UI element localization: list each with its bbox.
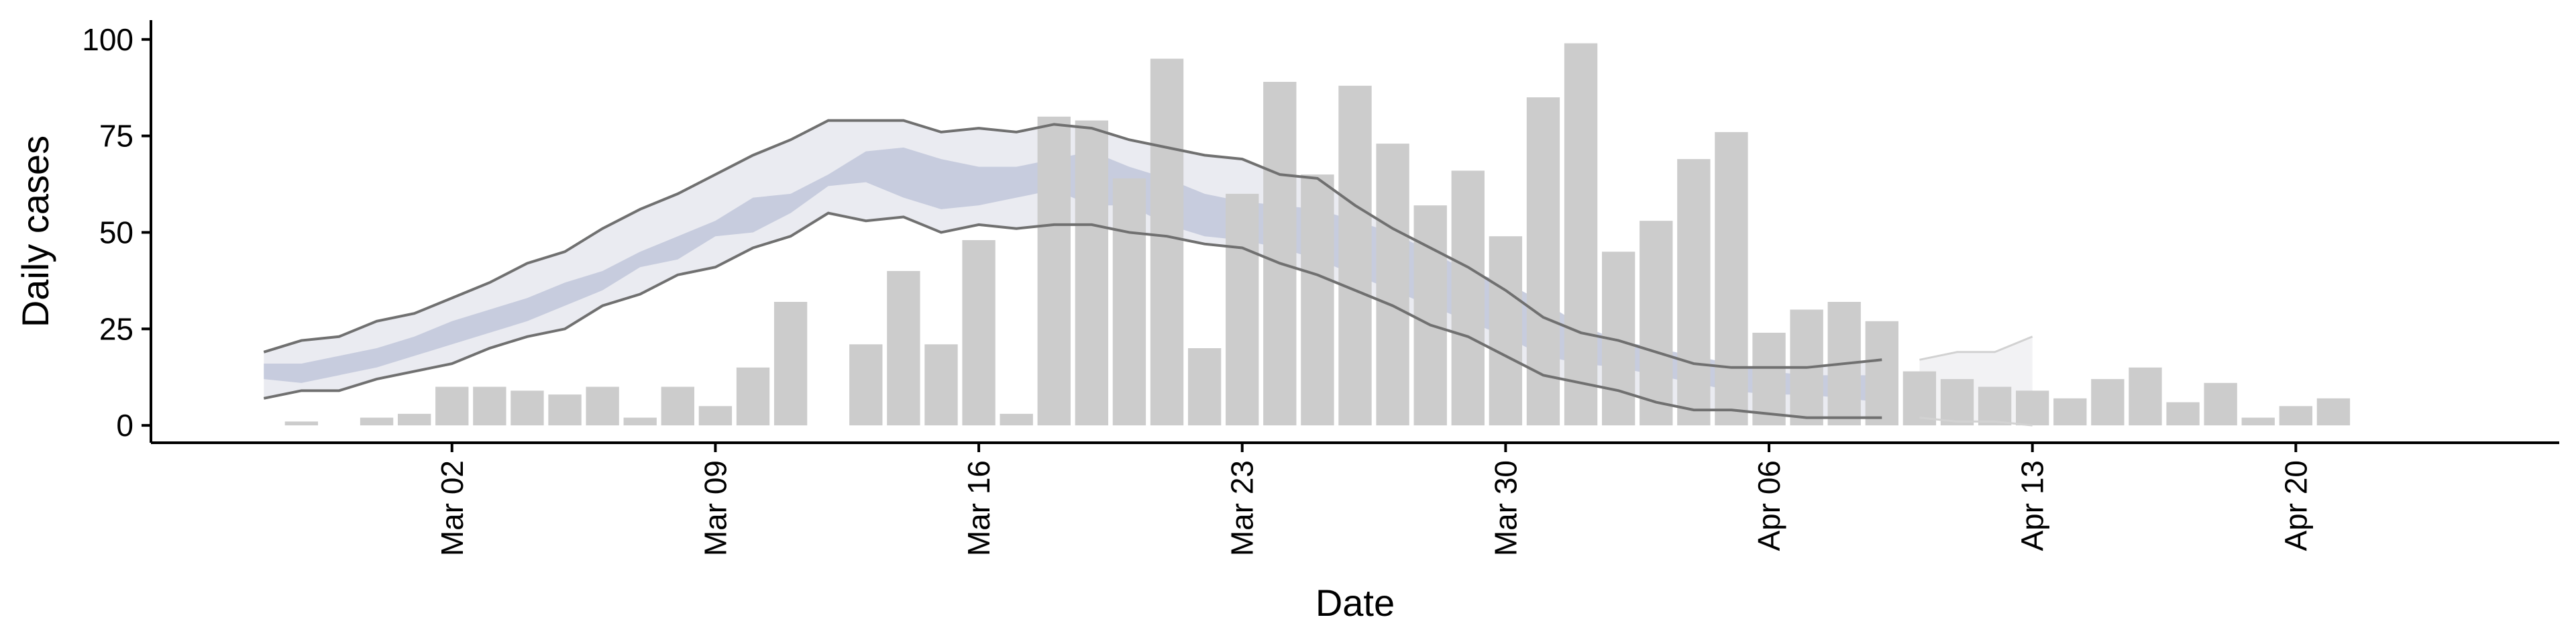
tail-upper-line [1919, 335, 2033, 361]
y-tick-label: 50 [99, 215, 133, 250]
bar [1376, 144, 1409, 426]
bar [1263, 82, 1297, 426]
bar [397, 413, 431, 426]
x-tick-label: Mar 09 [698, 460, 733, 556]
bar [924, 344, 958, 426]
bar [1752, 333, 1786, 426]
x-tick-label: Apr 20 [2278, 460, 2313, 551]
x-axis-title: Date [1316, 582, 1395, 624]
y-tick-label: 0 [116, 408, 133, 443]
bar [1715, 131, 1748, 426]
forecast-tail-band [1919, 336, 2033, 426]
bar [887, 270, 920, 426]
bar [2241, 417, 2275, 426]
y-tick-label: 75 [99, 119, 133, 154]
bar [1037, 116, 1071, 426]
bar [1978, 386, 2012, 426]
bar [2316, 398, 2351, 426]
bar [586, 386, 619, 426]
bar [849, 344, 883, 426]
bar [773, 302, 808, 426]
bar [284, 421, 319, 426]
x-tick-label: Apr 06 [1752, 460, 1786, 551]
bar [1150, 58, 1184, 426]
bar [1451, 170, 1485, 426]
bar [1187, 348, 1222, 426]
lower-bound-line [263, 211, 1882, 419]
bar [435, 386, 469, 426]
x-tick-label: Mar 16 [961, 460, 996, 556]
estimate-bound-lines [263, 119, 2033, 427]
y-tick-label: 25 [99, 311, 133, 346]
bar [661, 386, 694, 426]
daily-case-bars [284, 43, 2351, 426]
y-axis-title: Daily cases [14, 136, 56, 327]
x-tick-label: Mar 23 [1225, 460, 1260, 556]
bar [1489, 236, 1523, 426]
bar [1226, 193, 1259, 426]
x-tick-label: Mar 30 [1488, 460, 1523, 556]
x-tick-label: Mar 02 [435, 460, 470, 556]
upper-bound-line [263, 119, 1882, 369]
bar [1000, 413, 1033, 426]
bar [1338, 85, 1372, 426]
bar [1075, 120, 1109, 426]
bar [2166, 402, 2200, 426]
bar [360, 417, 394, 426]
bar [736, 367, 770, 426]
bar [548, 394, 582, 426]
bar [2204, 382, 2237, 426]
x-tick-label: Apr 13 [2015, 460, 2050, 551]
bar [1413, 205, 1447, 426]
tail-lower-line [1919, 417, 2033, 427]
bar [623, 417, 657, 426]
bar [1301, 174, 1334, 426]
bar [698, 406, 733, 426]
bar [1902, 371, 1937, 426]
bar [2129, 367, 2162, 426]
bar [1112, 178, 1146, 426]
bar [1640, 221, 1673, 426]
bar [2279, 406, 2313, 426]
bar [962, 239, 996, 426]
bar [1865, 321, 1898, 426]
bar [1940, 379, 1974, 426]
y-tick-label: 100 [82, 22, 133, 57]
bar [1564, 43, 1598, 426]
bar [473, 386, 506, 426]
bar [1677, 159, 1711, 426]
bar [2016, 390, 2049, 426]
bar [2091, 379, 2125, 426]
x-axis-ticks: Mar 02 Mar 09 Mar 16 Mar 23 Mar 30 Apr 06 Apr … [435, 443, 2313, 556]
bar [511, 390, 544, 426]
y-axis-ticks: 0 25 50 75 100 [82, 22, 151, 443]
bar [2053, 398, 2087, 426]
